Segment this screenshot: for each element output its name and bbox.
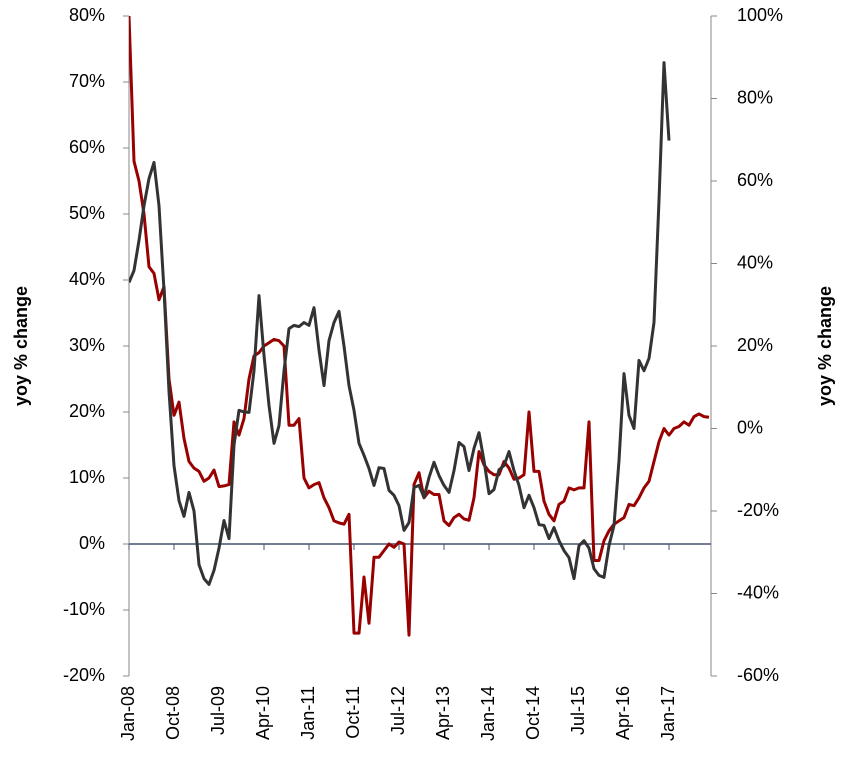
x-tick-label: Apr-16: [613, 686, 633, 740]
y2-tick-label: 100%: [737, 5, 783, 25]
y-tick-label: 40%: [69, 269, 105, 289]
y2-tick-label: 40%: [737, 252, 773, 272]
y2-tick-label: -60%: [737, 665, 779, 685]
x-tick-label: Apr-10: [253, 686, 273, 740]
y-tick-label: -10%: [63, 599, 105, 619]
x-tick-label: Apr-13: [433, 686, 453, 740]
y-tick-label: 30%: [69, 335, 105, 355]
y-tick-label: 50%: [69, 203, 105, 223]
x-tick-label: Jan-14: [478, 686, 498, 741]
y-tick-label: 20%: [69, 401, 105, 421]
x-tick-label: Jul-09: [208, 686, 228, 735]
x-tick-label: Jan-17: [658, 686, 678, 741]
y2-tick-label: 80%: [737, 87, 773, 107]
x-tick-label: Oct-14: [523, 686, 543, 740]
x-tick-label: Jul-15: [568, 686, 588, 735]
y2-tick-label: 20%: [737, 335, 773, 355]
x-tick-label: Oct-08: [163, 686, 183, 740]
y2-tick-label: -40%: [737, 582, 779, 602]
y2-tick-label: 60%: [737, 170, 773, 190]
series-line: [129, 16, 710, 637]
x-tick-label: Jul-12: [388, 686, 408, 735]
y2-tick-label: 0%: [737, 417, 763, 437]
y2-tick-label: -20%: [737, 500, 779, 520]
x-tick-label: Oct-11: [343, 686, 363, 739]
y-tick-label: 80%: [69, 5, 105, 25]
series-line: [129, 61, 671, 586]
x-tick-label: Jan-11: [298, 686, 318, 740]
y-tick-label: -20%: [63, 665, 105, 685]
y-tick-label: 70%: [69, 71, 105, 91]
y-tick-label: 10%: [69, 467, 105, 487]
y2-axis-title: yoy % change: [815, 286, 835, 406]
y-tick-label: 0%: [79, 533, 105, 553]
y-tick-label: 60%: [69, 137, 105, 157]
y-axis-title: yoy % change: [11, 286, 31, 406]
x-tick-label: Jan-08: [118, 686, 138, 741]
